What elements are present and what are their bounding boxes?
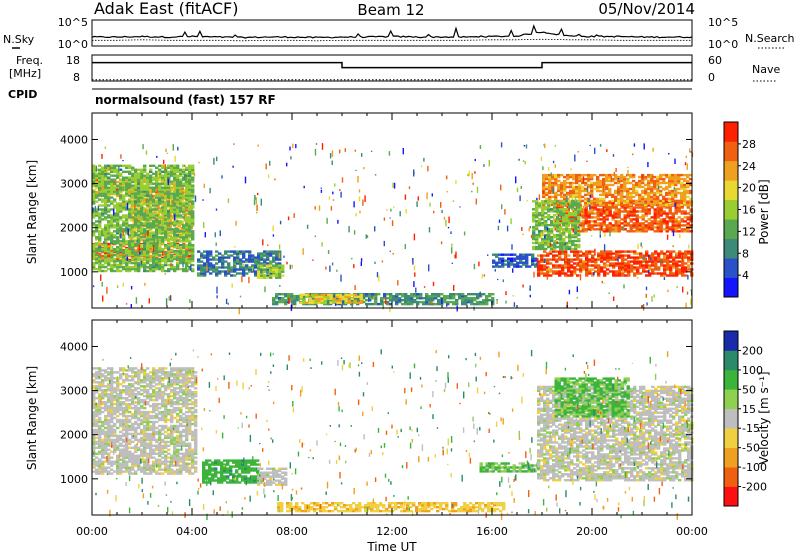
velocity-region-4 xyxy=(479,462,540,473)
date-title: 05/Nov/2014 xyxy=(598,0,695,18)
noise-series-nsky xyxy=(91,24,693,39)
x-tick-label: 16:00 xyxy=(476,525,508,538)
y-tick-label: 4000 xyxy=(60,340,88,353)
y-tick-label: 1000 xyxy=(60,266,88,279)
nave-tick-bottom: 0 xyxy=(708,71,715,84)
noise-tick-left-top: 10^5 xyxy=(58,16,88,29)
power-region-9 xyxy=(537,250,694,277)
power-scatter xyxy=(92,142,694,315)
colorbar-swatch xyxy=(724,408,738,429)
velocity-region-2 xyxy=(257,467,288,486)
x-tick-label: 00:00 xyxy=(676,525,708,538)
power-region-12 xyxy=(532,200,581,251)
colorbar-tick-label: 50 xyxy=(742,383,756,396)
colorbar-tick-label: 20 xyxy=(742,182,756,195)
colorbar-swatch xyxy=(724,141,738,162)
colorbar-tick-label: 100 xyxy=(742,364,763,377)
colorbar-tick-label: 200 xyxy=(742,344,763,357)
colorbar-swatch xyxy=(724,122,738,142)
noise-series-nsearch xyxy=(92,38,692,42)
colorbar-swatch xyxy=(724,238,738,259)
y-tick-label: 2000 xyxy=(60,222,88,235)
nave-label: Nave xyxy=(752,63,780,76)
velocity-colorbar: 200 100 50 15 -15 -50 -100 -200 xyxy=(723,330,767,507)
velocity-region-0 xyxy=(92,367,198,475)
colorbar-swatch xyxy=(724,428,738,448)
y-tick-label: 1000 xyxy=(60,473,88,486)
x-tick-label: 04:00 xyxy=(176,525,208,538)
power-region-3 xyxy=(92,164,195,273)
freq-series-freq xyxy=(92,61,692,69)
nsearch-label: N.Search xyxy=(745,32,795,45)
x-tick-label: 00:00 xyxy=(76,525,108,538)
colorbar-swatch xyxy=(724,350,738,371)
y-tick-label: 3000 xyxy=(60,178,88,191)
freq-label: Freq. xyxy=(16,54,43,67)
colorbar-swatch xyxy=(724,467,738,487)
power-cbar-label: Power [dB] xyxy=(757,179,771,244)
velocity-region-6 xyxy=(554,377,630,418)
freq-tick-top: 18 xyxy=(66,54,80,67)
colorbar-swatch xyxy=(724,199,738,220)
colorbar-swatch xyxy=(724,160,738,181)
beam-title: Beam 12 xyxy=(357,1,424,19)
power-panel: 1000 2000 3000 4000 Slant Range [km] xyxy=(25,112,694,315)
velocity-scatter xyxy=(93,349,694,521)
colorbar-tick-label: 16 xyxy=(742,204,756,217)
colorbar-swatch xyxy=(724,180,738,201)
freq-tick-bottom: 8 xyxy=(73,71,80,84)
colorbar-tick-label: 24 xyxy=(742,160,756,173)
colorbar-tick-label: -50 xyxy=(742,442,760,455)
power-region-11 xyxy=(542,173,693,207)
velocity-y-label: Slant Range [km] xyxy=(25,366,39,470)
station-title: Adak East (fitACF) xyxy=(94,0,238,18)
colorbar-tick-label: -100 xyxy=(742,461,767,474)
colorbar-swatch xyxy=(724,447,738,468)
y-tick-label: 4000 xyxy=(60,133,88,146)
nsky-label: N.Sky xyxy=(3,33,35,46)
colorbar-tick-label: 28 xyxy=(742,138,756,151)
freq-strip: Freq. [MHz] 18 8 60 0 Nave CPID normalso… xyxy=(8,54,780,107)
colorbar-tick-label: 15 xyxy=(742,403,756,416)
colorbar-tick-label: 4 xyxy=(742,269,749,282)
noise-strip-frame xyxy=(91,19,693,47)
x-tick-label: 12:00 xyxy=(376,525,408,538)
velocity-panel: 1000 2000 3000 4000 Slant Range [km] xyxy=(25,319,694,521)
colorbar-swatch xyxy=(724,219,738,239)
power-region-8 xyxy=(492,253,538,268)
cpid-label: CPID xyxy=(8,88,37,101)
y-tick-label: 2000 xyxy=(60,429,88,442)
velocity-cbar-label: Velocity [m s⁻¹] xyxy=(757,371,771,464)
colorbar-swatch xyxy=(724,331,738,351)
power-y-label: Slant Range [km] xyxy=(25,160,39,264)
colorbar-swatch xyxy=(724,277,738,298)
power-region-5 xyxy=(257,264,285,279)
noise-strip: N.Sky 10^5 10^0 10^5 10^0 N.Search xyxy=(3,16,795,51)
colorbar-tick-label: 8 xyxy=(742,247,749,260)
colorbar-tick-label: -200 xyxy=(742,481,767,494)
nave-tick-top: 60 xyxy=(708,54,722,67)
colorbar-tick-label: -15 xyxy=(742,422,760,435)
x-tick-label: 20:00 xyxy=(576,525,608,538)
freq-unit: [MHz] xyxy=(9,67,41,80)
colorbar-swatch xyxy=(724,258,738,278)
colorbar-tick-label: 12 xyxy=(742,225,756,238)
freq-strip-frame xyxy=(91,54,693,82)
x-axis-label: Time UT xyxy=(366,540,417,554)
noise-tick-right-bottom: 10^0 xyxy=(708,38,738,51)
noise-tick-right-top: 10^5 xyxy=(708,16,738,29)
power-region-7 xyxy=(299,293,363,304)
x-tick-label: 08:00 xyxy=(276,525,308,538)
cpid-value: normalsound (fast) 157 RF xyxy=(95,93,276,107)
y-tick-label: 3000 xyxy=(60,385,88,398)
power-colorbar: 4 8 12 16 20 24 28 xyxy=(723,121,756,298)
velocity-region-1 xyxy=(202,459,260,484)
colorbar-swatch xyxy=(724,389,738,410)
velocity-region-3 xyxy=(277,502,506,513)
colorbar-swatch xyxy=(724,369,738,390)
noise-tick-left-bottom: 10^0 xyxy=(58,38,88,51)
colorbar-swatch xyxy=(724,486,738,507)
